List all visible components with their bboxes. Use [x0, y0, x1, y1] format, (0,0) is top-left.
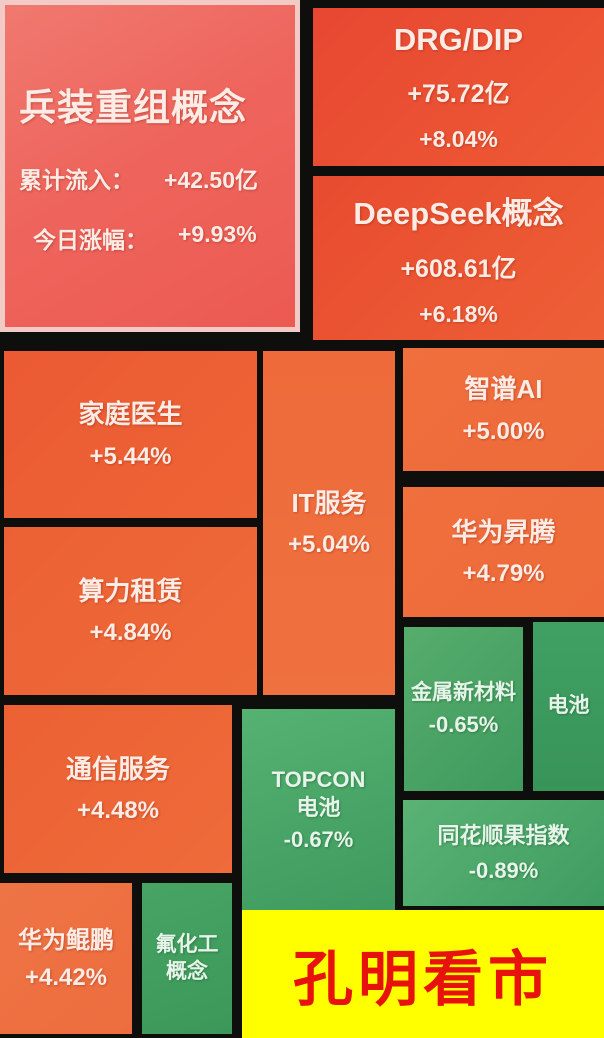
sector-change: +8.04% [419, 125, 498, 152]
tile-deepseek-gainian[interactable]: DeepSeek概念 +608.61亿 +6.18% [313, 176, 604, 340]
tile-drg-dip[interactable]: DRG/DIP +75.72亿 +8.04% [313, 8, 604, 166]
sector-change: +5.00% [462, 417, 545, 445]
sector-name: 电池 [547, 694, 590, 718]
tile-jiating-yisheng[interactable]: 家庭医生 +5.44% [4, 351, 257, 518]
tile-tongxin-fuwu[interactable]: 通信服务 +4.48% [4, 705, 232, 873]
tile-bingzhuang-zhongzu-highlighted[interactable]: 兵装重组概念 累计流入： +42.50亿 今日涨幅： +9.93% [0, 0, 300, 332]
sector-inflow: +608.61亿 [400, 255, 517, 283]
highlight-sector-name: 兵装重组概念 [19, 87, 247, 128]
sector-change: -0.89% [468, 857, 539, 883]
inflow-value: +42.50亿 [164, 167, 258, 193]
tile-it-fuwu[interactable]: IT服务 +5.04% [263, 351, 395, 695]
sector-name: 华为鲲鹏 [18, 926, 114, 954]
tile-huawei-kunpeng[interactable]: 华为鲲鹏 +4.42% [0, 883, 132, 1034]
highlight-inflow-row: 累计流入： +42.50亿 [19, 161, 258, 195]
sector-name: IT服务 [291, 487, 367, 518]
tile-jinshu-xincailiao[interactable]: 金属新材料 -0.65% [404, 627, 523, 791]
sector-name: DeepSeek概念 [353, 196, 564, 231]
banner-text: 孔明看市 [293, 945, 553, 1013]
change-value: +9.93% [178, 221, 257, 247]
sector-name: 算力租赁 [78, 575, 183, 606]
sector-name: 家庭医生 [78, 399, 183, 430]
change-label: 今日涨幅： [33, 227, 148, 253]
sector-name: 智谱AI [464, 374, 543, 405]
sector-name: 同花顺果指数 [437, 823, 570, 849]
tile-suanli-zulin[interactable]: 算力租赁 +4.84% [4, 527, 257, 695]
sector-change: +5.04% [287, 531, 371, 559]
sector-name: 通信服务 [65, 753, 170, 784]
sector-change: +6.18% [419, 301, 498, 327]
sector-name: DRG/DIP [393, 21, 524, 57]
sector-change: +4.84% [89, 619, 172, 647]
sector-name: 华为昇腾 [451, 516, 556, 547]
tile-tonghuashun-guo-zhishu[interactable]: 同花顺果指数 -0.89% [403, 800, 604, 906]
tile-dianchi[interactable]: 电池 [533, 622, 604, 791]
sector-name: TOPCON电池 [271, 767, 366, 820]
tile-huawei-shengteng[interactable]: 华为昇腾 +4.79% [403, 487, 604, 617]
sector-inflow: +75.72亿 [407, 79, 510, 108]
highlight-change-row: 今日涨幅： +9.93% [33, 221, 257, 255]
tile-topcon-dianchi[interactable]: TOPCON电池 -0.67% [242, 709, 395, 910]
sector-change: +4.79% [462, 560, 545, 588]
tile-zhipu-ai[interactable]: 智谱AI +5.00% [403, 348, 604, 471]
sector-name: 氟化工概念 [155, 933, 219, 983]
kongming-kanshi-banner: 孔明看市 [242, 910, 604, 1038]
tile-fuhuagong-gainian[interactable]: 氟化工概念 [142, 883, 232, 1034]
sector-change: -0.65% [428, 712, 499, 738]
sector-change: -0.67% [283, 827, 354, 852]
sector-change: +4.48% [76, 797, 160, 825]
sector-change: +5.44% [89, 442, 172, 470]
inflow-label: 累计流入： [19, 167, 134, 193]
sector-name: 金属新材料 [411, 680, 516, 704]
sector-change: +4.42% [24, 963, 108, 991]
